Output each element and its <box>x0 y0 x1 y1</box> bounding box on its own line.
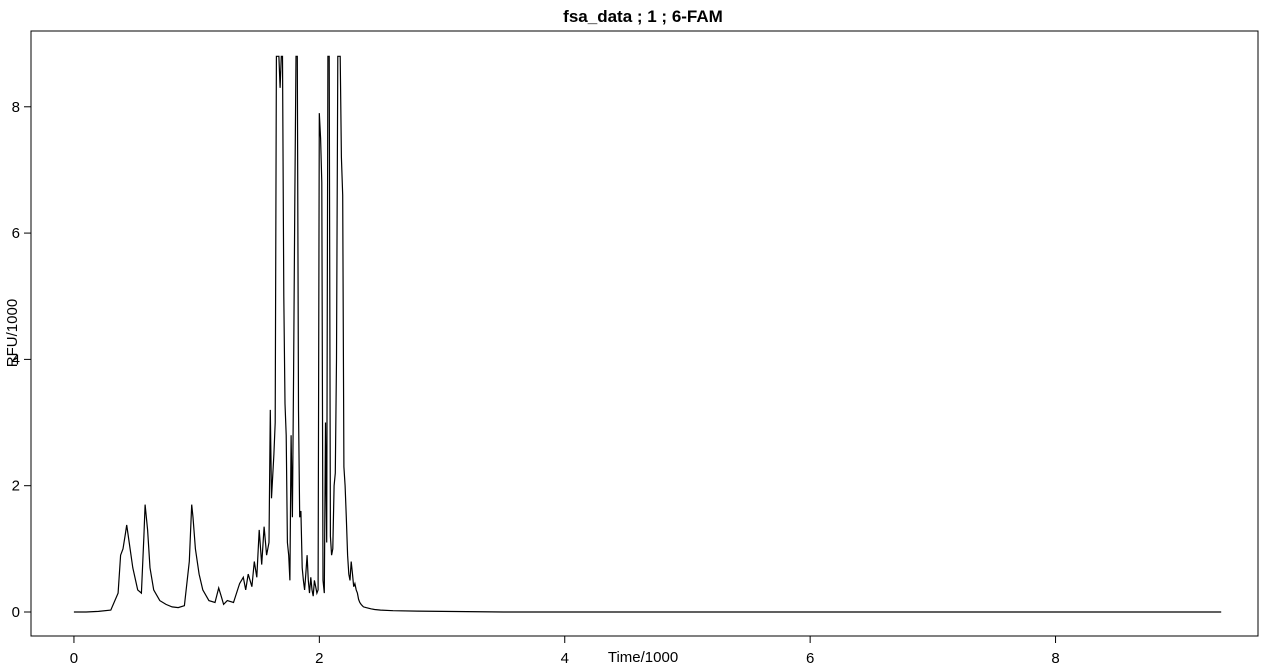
plot-frame <box>30 30 1259 637</box>
x-tick-label: 2 <box>315 650 323 667</box>
x-tick-label: 4 <box>561 650 569 667</box>
x-tick-label: 0 <box>70 650 78 667</box>
x-axis: 0 2 4 6 8 <box>70 636 1060 667</box>
y-tick-label: 8 <box>12 99 20 116</box>
x-axis-label: Time/1000 <box>608 649 678 666</box>
y-tick-label: 0 <box>12 604 20 621</box>
x-tick-label: 8 <box>1051 650 1059 667</box>
y-tick-label: 4 <box>12 351 20 368</box>
series-line <box>73 55 1222 613</box>
y-tick-label: 2 <box>12 478 20 495</box>
chart-title: fsa_data ; 1 ; 6-FAM <box>563 7 723 26</box>
y-tick-label: 6 <box>12 225 20 242</box>
y-axis: 0 2 4 6 8 <box>12 99 31 621</box>
y-axis-label: RFU/1000 <box>4 299 21 367</box>
x-tick-label: 6 <box>806 650 814 667</box>
